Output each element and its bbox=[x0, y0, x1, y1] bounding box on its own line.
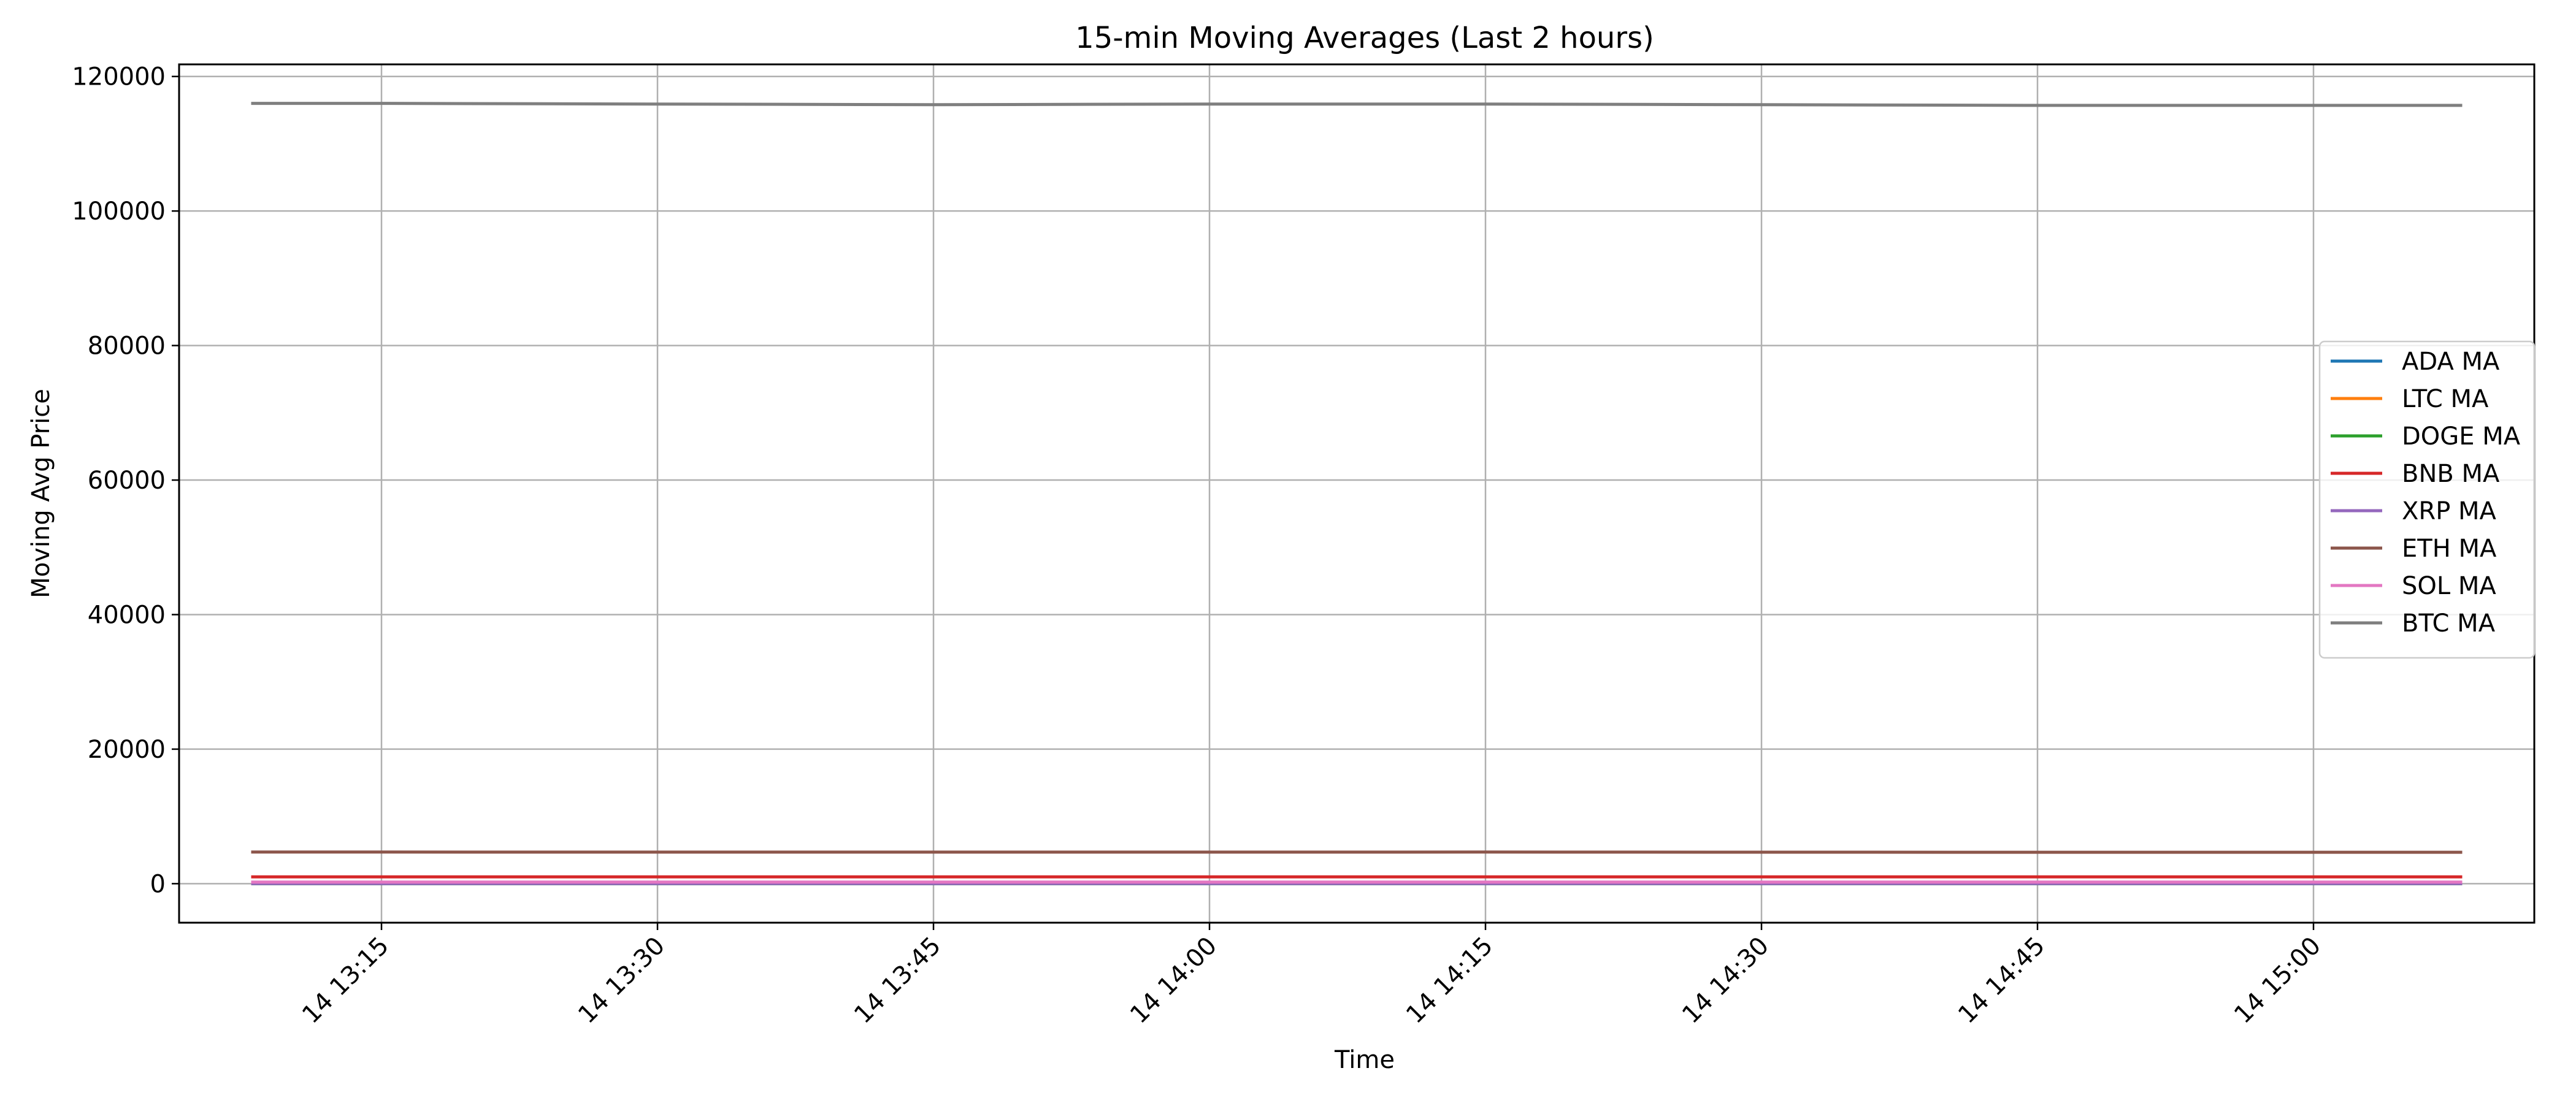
legend-label: SOL MA bbox=[2402, 572, 2496, 600]
y-tick-label: 100000 bbox=[72, 197, 166, 226]
legend-label: DOGE MA bbox=[2402, 422, 2521, 451]
legend-label: XRP MA bbox=[2402, 497, 2497, 525]
y-tick-label: 20000 bbox=[88, 736, 166, 764]
y-axis-label: Moving Avg Price bbox=[27, 389, 55, 598]
y-tick-label: 80000 bbox=[88, 332, 166, 360]
y-tick-label: 0 bbox=[150, 870, 166, 898]
legend-label: BTC MA bbox=[2402, 609, 2496, 638]
legend-label: LTC MA bbox=[2402, 385, 2489, 413]
chart-title: 15-min Moving Averages (Last 2 hours) bbox=[1075, 21, 1654, 55]
legend: ADA MA LTC MA DOGE MA BNB MA XRP MA ETH MA SOL… bbox=[2320, 341, 2534, 658]
legend-label: ETH MA bbox=[2402, 535, 2497, 563]
y-tick-label: 40000 bbox=[88, 601, 166, 629]
x-axis-label: Time bbox=[1334, 1046, 1395, 1074]
y-tick-label: 60000 bbox=[88, 467, 166, 495]
legend-label: ADA MA bbox=[2402, 348, 2500, 376]
y-tick-label: 120000 bbox=[72, 63, 166, 91]
legend-label: BNB MA bbox=[2402, 460, 2500, 488]
